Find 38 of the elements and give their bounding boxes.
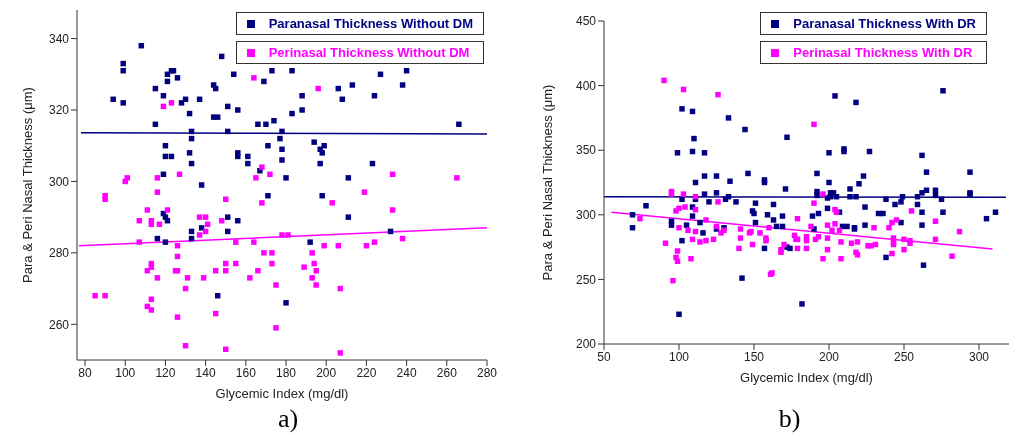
y-tick-label: 350 [575, 143, 597, 158]
y-tick-label: 300 [48, 174, 70, 189]
y-tick-label: 200 [575, 337, 597, 352]
x-tick-label: 260 [436, 365, 458, 380]
legend-label: Paranasal Thickness With DR [793, 16, 976, 31]
x-tick-label: 100 [668, 349, 690, 364]
text: b) [777, 404, 802, 434]
y-tick-label: 250 [575, 272, 597, 287]
y-tick-label: 320 [48, 103, 70, 118]
x-tick-label: 180 [276, 365, 297, 380]
y-axis-title: Para & Peri Nasal Thickness (μm) [539, 84, 555, 281]
legend-label: Paranasal Thickness Without DM [268, 16, 473, 31]
text: a) [276, 404, 300, 434]
x-tick-label: 80 [78, 365, 93, 380]
x-tick-label: 100 [115, 365, 136, 380]
y-tick-label: 340 [48, 31, 70, 46]
y-tick-label: 450 [575, 14, 597, 29]
x-tick-label: 200 [316, 365, 337, 380]
legend-label: Perinasal Thickness Without DM [268, 45, 470, 60]
x-tick-label: 150 [743, 349, 765, 364]
x-tick-label: 220 [356, 365, 377, 380]
x-tick-label: 250 [893, 349, 915, 364]
x-tick-label: 120 [155, 365, 176, 380]
x-tick-label: 240 [396, 365, 417, 380]
y-axis-title: Para & Peri Nasal Thickness (μm) [19, 87, 35, 283]
x-tick-label: 300 [968, 349, 990, 364]
y-tick-label: 260 [48, 317, 70, 332]
legend-label: Perinasal Thickness With DR [793, 45, 973, 60]
x-tick-label: 140 [195, 365, 216, 380]
x-tick-label: 280 [476, 365, 498, 380]
y-tick-label: 280 [48, 246, 70, 261]
x-tick-label: 50 [597, 349, 611, 364]
y-tick-label: 400 [575, 78, 597, 93]
x-tick-label: 200 [818, 349, 840, 364]
x-axis-title: Glycemic Index (mg/dl) [740, 370, 873, 385]
x-axis-title: Glycemic Index (mg/dl) [215, 386, 349, 401]
y-tick-label: 300 [575, 208, 597, 223]
x-tick-label: 160 [235, 365, 257, 380]
